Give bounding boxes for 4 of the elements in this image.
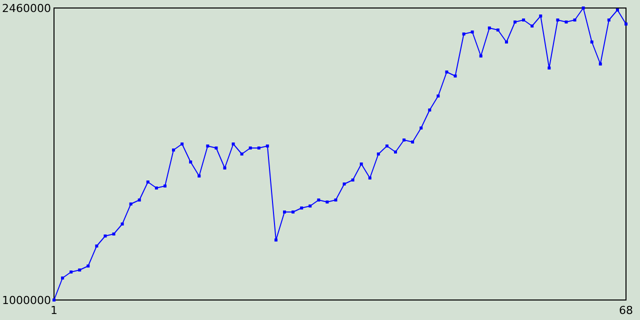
y-tick-label: 1000000 [2,294,51,307]
y-tick-label: 2460000 [2,2,51,15]
x-tick-label: 1 [50,304,58,317]
x-tick-label: 68 [619,304,633,317]
